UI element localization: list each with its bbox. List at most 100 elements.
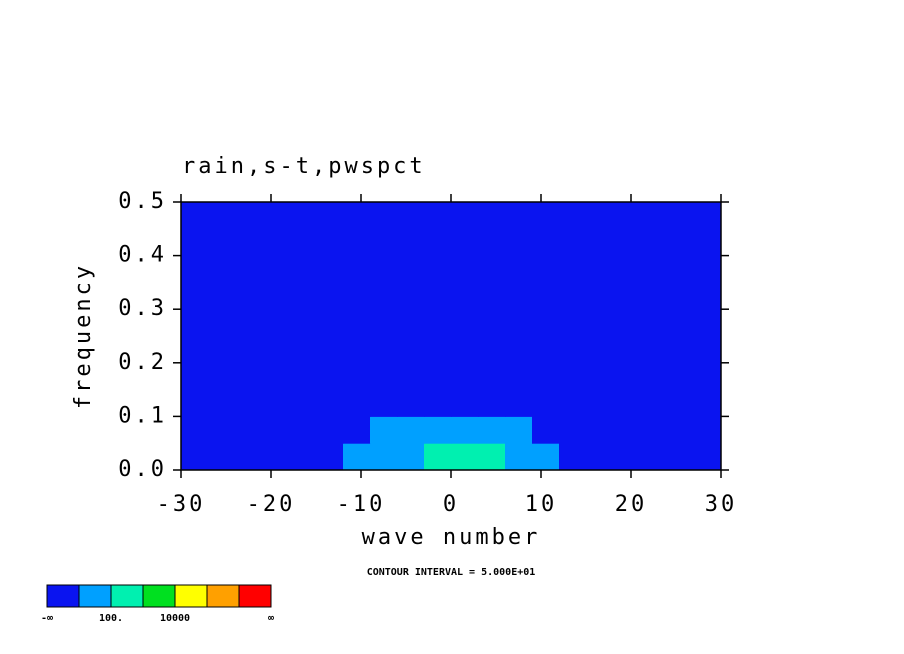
- field-cell: [343, 336, 371, 364]
- field-cell: [262, 255, 290, 283]
- field-cell: [667, 309, 695, 337]
- field-cell: [532, 362, 560, 391]
- colorbar-box: [78, 584, 112, 608]
- chart-title: rain,s-t,pwspct: [182, 154, 426, 179]
- field-cell: [424, 202, 452, 230]
- colorbar-label: -∞: [41, 613, 53, 624]
- colorbar-box: [110, 584, 144, 608]
- field-cell: [559, 416, 587, 444]
- field-cell: [505, 202, 533, 230]
- x-tick-label: 20: [615, 492, 648, 517]
- field-cell: [559, 443, 587, 471]
- field-cell: [235, 255, 263, 283]
- field-cell: [235, 282, 263, 310]
- field-cell: [181, 362, 209, 391]
- colorbar-box: [46, 584, 80, 608]
- field-cell: [613, 309, 641, 337]
- field-cell: [451, 309, 479, 337]
- field-cell: [316, 228, 344, 257]
- field-cell: [181, 228, 209, 257]
- field-cell: [532, 202, 560, 230]
- field-cell: [586, 228, 614, 257]
- field-cell: [640, 416, 668, 444]
- field-cell: [181, 309, 209, 337]
- field-cell: [370, 202, 398, 230]
- field-cell: [451, 228, 479, 257]
- field-cell: [262, 228, 290, 257]
- y-tick-label: 0.2: [118, 350, 167, 375]
- field-cell: [316, 202, 344, 230]
- field-cell: [235, 443, 263, 471]
- field-cell: [235, 228, 263, 257]
- colorbar-box: [206, 584, 240, 608]
- field-cell: [478, 443, 506, 471]
- field-cell: [208, 309, 236, 337]
- field-cell: [343, 202, 371, 230]
- field-cell: [289, 389, 317, 417]
- field-cell: [208, 416, 236, 444]
- field-cell: [424, 228, 452, 257]
- y-tick-label: 0.1: [118, 403, 167, 428]
- field-cell: [640, 202, 668, 230]
- field-cell: [262, 362, 290, 391]
- field-cell: [451, 416, 479, 444]
- field-cell: [532, 336, 560, 364]
- x-tick-label: -30: [157, 492, 206, 517]
- field-cell: [694, 282, 722, 310]
- field-cell: [532, 255, 560, 283]
- field-cell: [667, 228, 695, 257]
- y-tick-label: 0.3: [118, 296, 167, 321]
- field-cell: [478, 389, 506, 417]
- field-cell: [667, 389, 695, 417]
- field-cell: [343, 443, 371, 471]
- field-cell: [667, 255, 695, 283]
- field-cell: [262, 309, 290, 337]
- field-cell: [505, 336, 533, 364]
- field-cell: [316, 443, 344, 471]
- field-cell: [316, 389, 344, 417]
- field-cell: [613, 416, 641, 444]
- field-cell: [451, 362, 479, 391]
- field-cell: [181, 336, 209, 364]
- field-cell: [181, 443, 209, 471]
- field-cell: [343, 309, 371, 337]
- field-cell: [505, 228, 533, 257]
- field-cell: [208, 336, 236, 364]
- colorbar-label: ∞: [268, 613, 274, 624]
- field-cell: [478, 336, 506, 364]
- field-cell: [532, 228, 560, 257]
- field-cell: [613, 389, 641, 417]
- field-cell: [262, 389, 290, 417]
- field-cell: [316, 362, 344, 391]
- field-cell: [235, 389, 263, 417]
- field-cell: [262, 416, 290, 444]
- field-cell: [613, 443, 641, 471]
- field-cell: [289, 443, 317, 471]
- x-tick-label: -10: [337, 492, 386, 517]
- field-cell: [640, 336, 668, 364]
- field-cell: [424, 336, 452, 364]
- field-cell: [424, 443, 452, 471]
- x-tick-label: 0: [443, 492, 459, 517]
- y-tick-label: 0.5: [118, 189, 167, 214]
- field-cell: [397, 309, 425, 337]
- field-cell: [586, 362, 614, 391]
- field-cell: [370, 389, 398, 417]
- field-cell: [694, 202, 722, 230]
- field-cell: [343, 228, 371, 257]
- field-cell: [262, 336, 290, 364]
- field-cell: [262, 443, 290, 471]
- field-cell: [397, 336, 425, 364]
- field-cell: [370, 443, 398, 471]
- field-cell: [424, 255, 452, 283]
- field-cell: [667, 362, 695, 391]
- field-cell: [343, 362, 371, 391]
- field-cell: [181, 416, 209, 444]
- field-cell: [640, 282, 668, 310]
- field-cell: [262, 202, 290, 230]
- field-cell: [478, 416, 506, 444]
- field-cell: [370, 309, 398, 337]
- field-cell: [640, 443, 668, 471]
- x-tick-label: -20: [247, 492, 296, 517]
- field-cell: [289, 255, 317, 283]
